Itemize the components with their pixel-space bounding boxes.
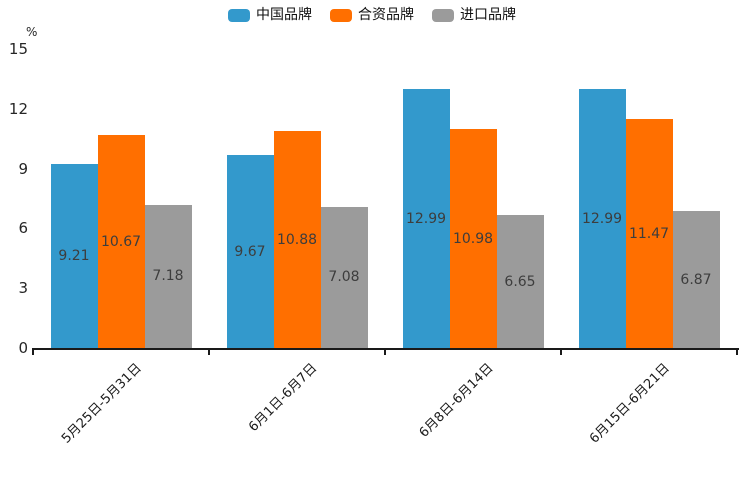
legend-item-2: 进口品牌 — [432, 7, 516, 23]
bar-中国品牌-0: 9.21 — [50, 164, 98, 348]
x-tick-label: 6月8日-6月14日 — [416, 360, 497, 441]
legend-swatch-icon — [432, 8, 454, 22]
bar-中国品牌-3: 12.99 — [578, 89, 626, 348]
legend-label: 进口品牌 — [460, 7, 516, 23]
bar-合资品牌-2: 10.98 — [449, 129, 497, 348]
x-axis-tick — [384, 348, 386, 355]
x-axis-tick — [32, 348, 34, 355]
legend: 中国品牌 合资品牌 进口品牌 — [0, 7, 744, 23]
legend-swatch-icon — [228, 8, 250, 22]
bar-value-label: 6.87 — [680, 271, 712, 288]
bar-进口品牌-1: 7.08 — [320, 206, 368, 348]
legend-item-0: 中国品牌 — [228, 7, 312, 23]
bar-进口品牌-3: 6.87 — [672, 211, 720, 348]
x-tick-label: 5月25日-5月31日 — [58, 360, 145, 447]
y-tick-label: 15 — [8, 40, 28, 59]
y-tick-label: 6 — [18, 219, 28, 238]
bar-value-label: 10.67 — [100, 233, 142, 250]
bar-value-label: 12.99 — [581, 210, 623, 227]
bar-value-label: 11.47 — [628, 225, 670, 242]
legend-item-1: 合资品牌 — [330, 7, 414, 23]
bar-value-label: 10.88 — [276, 231, 318, 248]
bar-value-label: 9.21 — [58, 248, 90, 265]
bar-合资品牌-0: 10.67 — [97, 135, 145, 348]
y-tick-label: 9 — [18, 159, 28, 178]
x-axis-tick — [208, 348, 210, 355]
x-axis-tick — [560, 348, 562, 355]
y-tick-label: 3 — [18, 279, 28, 298]
bar-合资品牌-3: 11.47 — [625, 119, 673, 348]
x-tick-label: 6月1日-6月7日 — [246, 360, 321, 435]
legend-label: 合资品牌 — [358, 7, 414, 23]
bar-value-label: 10.98 — [452, 230, 494, 247]
bar-value-label: 6.65 — [504, 273, 536, 290]
bar-进口品牌-2: 6.65 — [496, 215, 544, 348]
legend-swatch-icon — [330, 8, 352, 22]
y-tick-label: 12 — [8, 99, 28, 118]
legend-label: 中国品牌 — [256, 7, 312, 23]
x-axis-tick — [736, 348, 738, 355]
x-tick-label: 6月15日-6月21日 — [586, 360, 673, 447]
bar-value-label: 9.67 — [234, 243, 266, 260]
x-axis-line — [33, 348, 739, 350]
bar-value-label: 12.99 — [405, 210, 447, 227]
bar-进口品牌-0: 7.18 — [144, 204, 192, 348]
bar-中国品牌-2: 12.99 — [402, 89, 450, 348]
bar-value-label: 7.18 — [152, 268, 184, 285]
y-tick-label: 0 — [18, 339, 28, 357]
bar-value-label: 7.08 — [328, 269, 360, 286]
y-axis-unit-label: % — [26, 25, 38, 39]
bar-中国品牌-1: 9.67 — [226, 155, 274, 348]
bar-合资品牌-1: 10.88 — [273, 131, 321, 348]
